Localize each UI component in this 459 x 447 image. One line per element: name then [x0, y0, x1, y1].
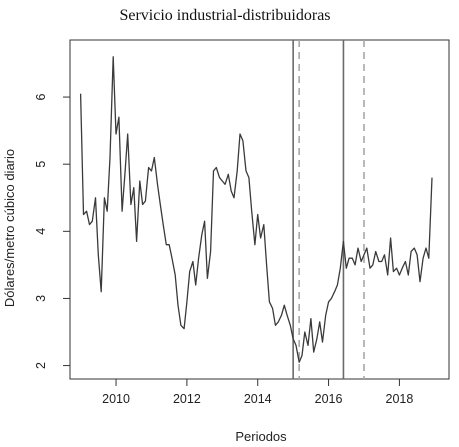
x-axis-label: Periodos	[235, 429, 287, 444]
y-axis: 2 3 4 5 6	[34, 94, 70, 369]
y-tick-label-6: 6	[34, 94, 48, 101]
series-line-1	[79, 56, 433, 363]
y-tick-label-3: 3	[34, 295, 48, 302]
y-axis-label: Dólares/metro cúbico diario	[2, 149, 17, 307]
series-layer	[79, 56, 433, 363]
plot-frame	[69, 39, 450, 380]
y-tick-label-4: 4	[34, 228, 48, 235]
x-tick-label-2012: 2012	[173, 392, 201, 406]
y-tick-label-2: 2	[34, 362, 48, 369]
chart-title: Servicio industrial-distribuidoras	[119, 7, 330, 24]
x-tick-label-2010: 2010	[102, 392, 130, 406]
vertical-lines	[292, 40, 365, 379]
y-tick-label-5: 5	[34, 161, 48, 168]
x-tick-label-2014: 2014	[244, 392, 272, 406]
x-tick-label-2018: 2018	[386, 392, 414, 406]
x-axis: 2010 2012 2014 2016 2018	[102, 379, 413, 406]
x-tick-label-2016: 2016	[315, 392, 343, 406]
